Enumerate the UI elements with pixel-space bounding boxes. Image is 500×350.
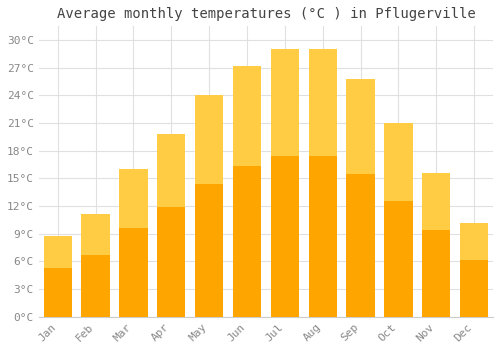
Bar <box>346 79 375 317</box>
Bar <box>460 223 488 317</box>
Bar <box>157 134 186 317</box>
Bar <box>422 173 450 317</box>
Bar <box>233 66 261 317</box>
Bar <box>308 49 337 317</box>
Bar <box>270 49 299 156</box>
Bar <box>119 169 148 317</box>
Bar <box>422 173 450 231</box>
Bar <box>270 49 299 317</box>
Bar <box>195 96 224 317</box>
Bar <box>44 236 72 317</box>
Bar <box>82 214 110 255</box>
Bar <box>460 223 488 260</box>
Bar <box>119 169 148 228</box>
Bar <box>384 123 412 317</box>
Title: Average monthly temperatures (°C ) in Pflugerville: Average monthly temperatures (°C ) in Pf… <box>56 7 476 21</box>
Bar <box>233 66 261 166</box>
Bar <box>195 96 224 184</box>
Bar <box>384 123 412 201</box>
Bar <box>308 49 337 156</box>
Bar <box>44 236 72 268</box>
Bar <box>157 134 186 207</box>
Bar <box>82 214 110 317</box>
Bar <box>346 79 375 174</box>
